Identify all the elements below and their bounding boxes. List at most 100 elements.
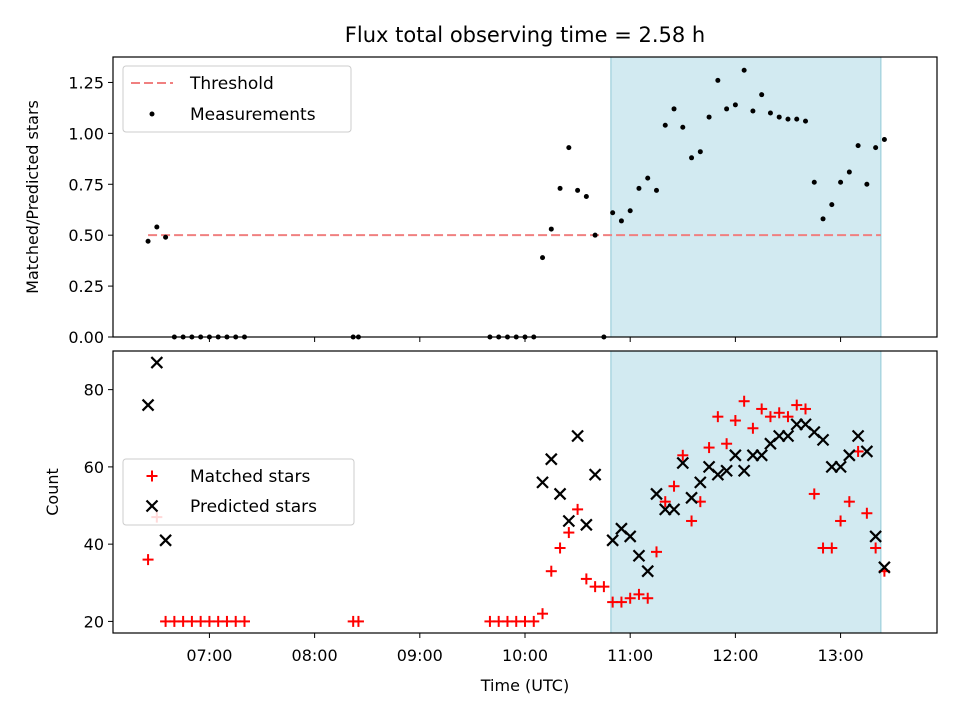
measurement-point <box>715 77 721 83</box>
x-axis-label: Time (UTC) <box>480 676 569 695</box>
predicted-star-point <box>606 534 619 547</box>
measurement-point <box>767 110 773 116</box>
matched-star-point <box>598 581 610 593</box>
measurement-point <box>794 116 800 122</box>
predicted-star-point <box>843 449 856 462</box>
measurement-point <box>829 202 835 208</box>
measurement-point <box>689 155 695 161</box>
top-y-tick-label: 0.50 <box>68 226 104 245</box>
x-tick-label: 11:00 <box>607 646 653 665</box>
predicted-star-point <box>580 518 593 532</box>
x-tick-label: 07:00 <box>186 646 232 665</box>
matched-star-point <box>800 403 812 415</box>
predicted-star-point <box>159 534 172 547</box>
measurement-point <box>785 116 791 122</box>
matched-star-point <box>870 542 882 554</box>
predicted-star-point <box>729 449 742 462</box>
matched-stars-series <box>142 395 890 627</box>
measurement-point <box>653 187 659 193</box>
top-legend: Threshold Measurements <box>122 65 352 133</box>
measurement-point <box>548 226 554 232</box>
predicted-star-point <box>650 487 663 501</box>
measurement-point <box>618 218 624 224</box>
matched-star-point <box>545 565 557 577</box>
measurement-point <box>145 238 151 244</box>
matched-star-point <box>650 546 662 558</box>
measurement-point <box>706 114 712 120</box>
matched-star-point <box>624 592 636 604</box>
bottom-y-tick-label: 20 <box>84 612 104 631</box>
matched-star-point <box>615 596 627 608</box>
measurement-point <box>864 181 870 187</box>
x-tick-label: 09:00 <box>397 646 443 665</box>
predicted-star-point <box>536 476 549 489</box>
matched-star-point <box>677 449 689 461</box>
bottom-shaded-region <box>610 350 882 634</box>
chart-title: Flux total observing time = 2.58 h <box>345 23 705 47</box>
measurement-point <box>575 187 581 193</box>
predicted-star-point <box>816 433 830 447</box>
matched-star-point <box>554 542 566 554</box>
measurement-point <box>627 208 633 214</box>
bottom-y-tick-label: 40 <box>84 535 104 554</box>
predicted-legend-marker <box>145 499 159 513</box>
measurement-point <box>724 106 730 112</box>
predicted-star-point <box>860 445 874 458</box>
predicted-star-point <box>711 468 725 481</box>
measurement-point <box>610 210 616 216</box>
predicted-star-point <box>781 429 795 443</box>
bottom-y-tick-label: 60 <box>84 458 104 477</box>
matched-star-point <box>721 438 733 450</box>
x-tick-label: 13:00 <box>818 646 864 665</box>
measurement-point <box>557 185 563 191</box>
matched-star-point <box>843 496 855 508</box>
measurement-point <box>873 145 879 151</box>
bottom-panel: 20 40 60 80 07:00 08:00 09:00 10:00 11:00 12:00 1… <box>43 350 938 695</box>
measurement-point <box>838 179 844 185</box>
top-y-tick-label: 0.00 <box>68 328 104 347</box>
matched-star-point <box>572 503 584 515</box>
predicted-star-point <box>667 503 681 516</box>
predicted-star-point <box>141 398 155 412</box>
matched-star-point <box>826 542 838 554</box>
top-y-tick-label: 1.00 <box>68 124 104 143</box>
matched-star-point <box>791 399 803 411</box>
predicted-star-point <box>685 491 698 505</box>
predicted-legend-label: Predicted stars <box>190 497 317 517</box>
matched-star-point <box>712 411 724 423</box>
bottom-y-tick-label: 80 <box>84 381 104 400</box>
measurement-point <box>855 143 861 149</box>
predicted-star-point <box>676 456 690 470</box>
measurement-point <box>154 224 160 230</box>
x-tick-label: 10:00 <box>502 646 548 665</box>
measurement-point <box>645 175 651 181</box>
measurements-legend-swatch <box>149 111 155 117</box>
top-y-tick-label: 0.75 <box>68 175 104 194</box>
top-x-ticks <box>208 337 842 342</box>
predicted-star-point <box>851 429 865 443</box>
predicted-star-point <box>588 468 602 481</box>
bottom-legend: Matched stars Predicted stars <box>122 458 355 526</box>
matched-star-point <box>703 442 715 454</box>
bottom-y-ticks: 20 40 60 80 <box>84 381 113 631</box>
predicted-legend-swatch <box>145 499 159 513</box>
predicted-star-point <box>632 549 646 563</box>
measurement-point <box>636 185 642 191</box>
measurement-point <box>566 145 572 151</box>
matched-legend-marker <box>146 470 158 482</box>
measurement-point <box>662 122 668 128</box>
matched-star-point <box>659 496 671 508</box>
predicted-star-point <box>623 530 637 543</box>
matched-star-point <box>238 615 250 627</box>
matched-star-point <box>352 615 364 627</box>
measurement-point <box>741 67 747 73</box>
measurement-point <box>671 106 677 112</box>
top-y-tick-label: 0.25 <box>68 277 104 296</box>
matched-star-point <box>773 407 785 419</box>
bottom-y-axis-label: Count <box>43 468 62 516</box>
matched-star-point <box>861 507 873 519</box>
matched-star-point <box>835 515 847 527</box>
top-shaded-region <box>610 56 882 338</box>
predicted-star-point <box>878 561 891 574</box>
